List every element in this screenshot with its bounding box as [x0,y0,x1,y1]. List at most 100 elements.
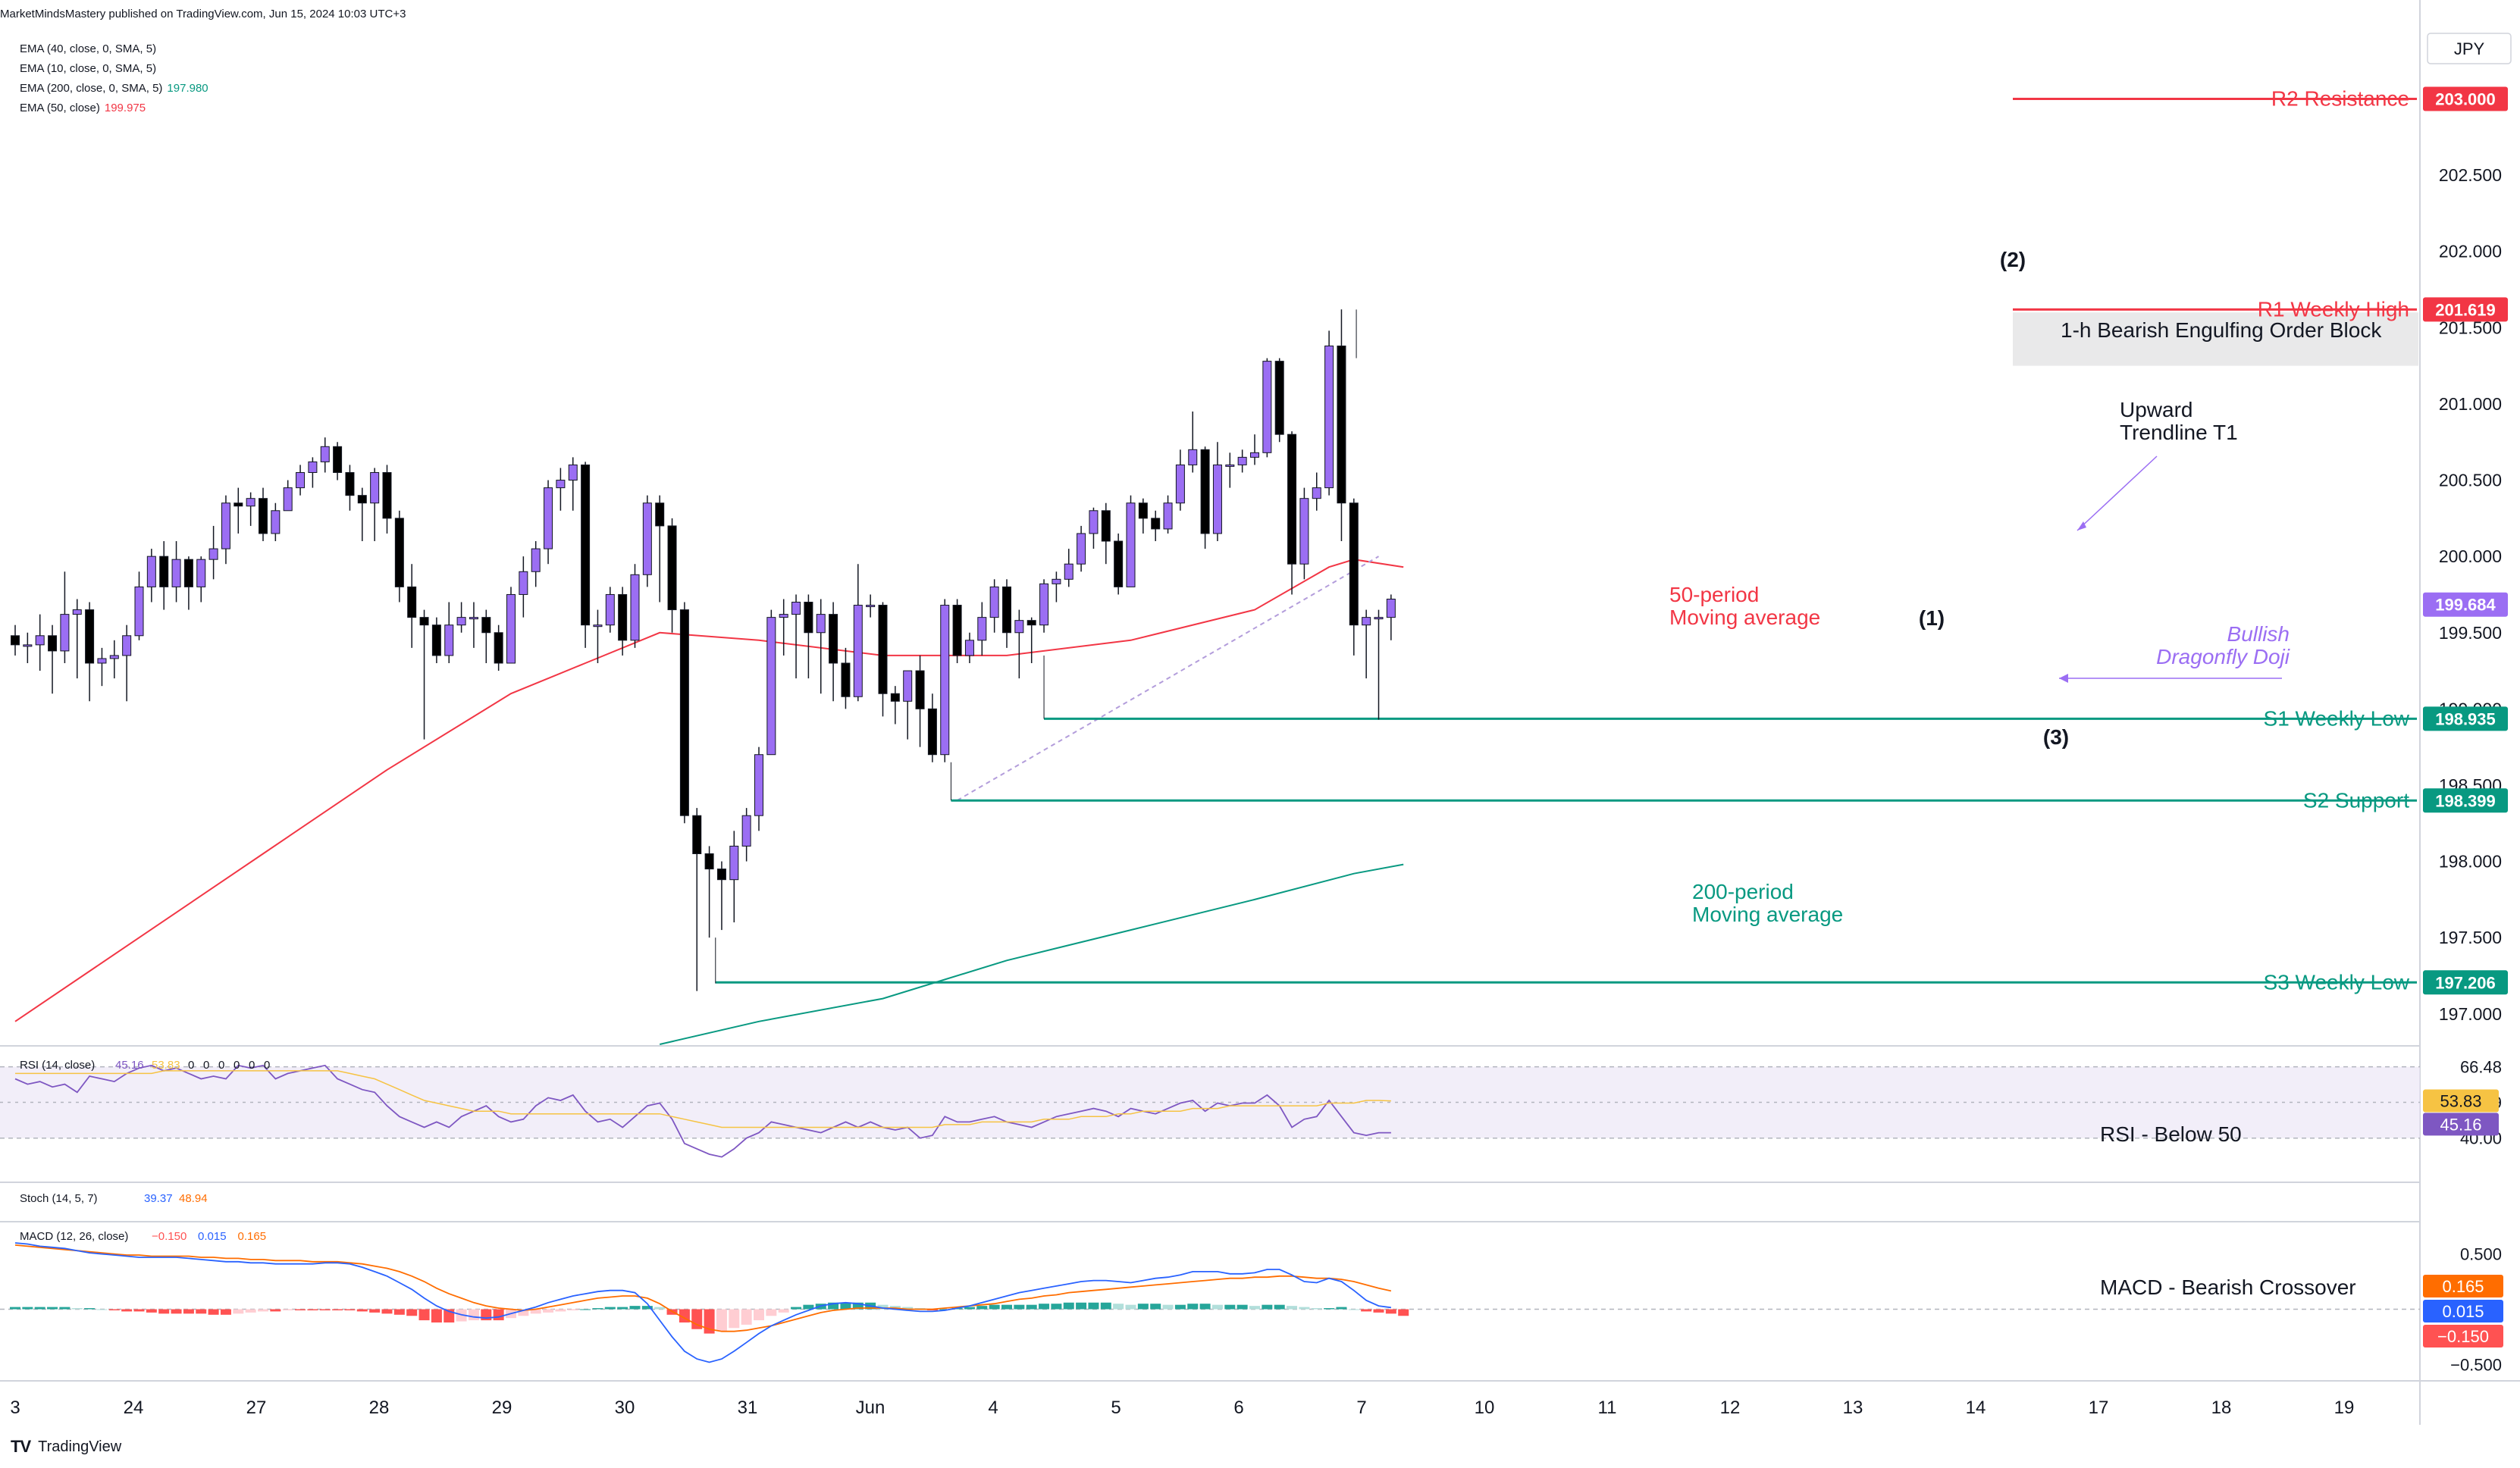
candle-body [618,593,628,641]
time-tick-label: Jun [856,1398,885,1418]
macd-histogram-bar [592,1308,603,1310]
macd-signal-line [14,1244,1392,1332]
macd-histogram-bar [1162,1304,1174,1310]
macd-histogram-bar [976,1306,988,1310]
time-tick-label: 19 [2334,1398,2355,1418]
macd-histogram-bar [22,1307,33,1310]
candle-body [456,617,466,626]
time-tick-label: 12 [1720,1398,1741,1418]
macd-histogram-bar [406,1309,418,1316]
candle-body [581,464,591,626]
macd-histogram-bar [431,1309,442,1322]
trendline-arrowhead [2077,521,2086,531]
level-price-badge [2423,706,2508,731]
macd-histogram-bar [1113,1304,1124,1310]
macd-histogram-bar [543,1309,554,1313]
candle-body [48,635,58,652]
macd-histogram-bar [1150,1304,1161,1310]
macd-legend-value: −0.150 [152,1230,186,1243]
rsi-tick-label: 66.48 [2460,1058,2502,1077]
macd-histogram-bar [964,1307,975,1310]
doji-arrowhead [2059,674,2068,683]
candle-body [23,644,33,647]
macd-histogram-bar [989,1304,1000,1310]
macd-histogram-bar [902,1307,914,1310]
macd-histogram-bar [10,1307,20,1310]
rsi-legend-value: 0 [203,1059,209,1072]
candle-body [1237,456,1247,465]
currency-box [2427,33,2512,64]
legend-ema-200-value: 197.980 [167,82,208,95]
macd-histogram-bar [778,1309,789,1313]
candle-body [679,609,689,816]
time-tick-label: 4 [988,1398,998,1418]
order-block-zone [2013,312,2418,366]
macd-tick-label: 0.500 [2460,1245,2502,1264]
candle-body [1287,434,1297,565]
candle-body [60,614,70,652]
macd-histogram-bar [1125,1304,1136,1310]
candle-body [419,617,429,626]
candle-body [1002,586,1011,634]
candle-body [35,635,45,646]
macd-histogram-bar [617,1307,628,1310]
time-tick-label: 6 [1233,1398,1243,1418]
candle-body [333,446,343,473]
candle-body [1274,361,1284,435]
candle-body [444,624,454,656]
candle-body [1138,502,1148,519]
candle-body [1101,510,1111,542]
macd-histogram-bar [791,1307,802,1310]
macd-histogram-bar [604,1307,616,1310]
candle-body [122,635,132,656]
legend-ema-200: EMA (200, close, 0, SMA, 5) 197.980 [20,82,208,95]
candle-body [1250,452,1259,458]
candle-body [1262,361,1272,453]
macd-histogram-bar [1174,1304,1186,1310]
macd-histogram-bar [840,1302,851,1310]
stoch-legend-title: Stoch (14, 5, 7) [20,1192,98,1205]
macd-histogram-bar [1361,1309,1372,1312]
time-tick-label: 3 [10,1398,20,1418]
candle-body [308,461,318,473]
candle-body [829,614,838,664]
candle-body [593,624,603,628]
level-label: S1 Weekly Low [2264,706,2410,730]
wave-label-3: (3) [2043,725,2069,749]
macd-histogram-bar [1088,1302,1099,1310]
time-tick-label: 28 [369,1398,390,1418]
macd-tick-label: −0.500 [2450,1355,2502,1374]
macd-histogram-bar [1336,1307,1347,1310]
price-tick-label: 197.000 [2439,1004,2502,1024]
rsi-ma-line [15,1070,1391,1128]
candle-body [72,609,82,615]
macd-histogram-bar [803,1304,814,1310]
upward-trendline [957,556,1380,801]
candle-body [531,548,541,572]
macd-histogram-bar [741,1309,752,1325]
trendline-label: Trendline T1 [2120,421,2238,444]
macd-histogram-bar [1236,1304,1248,1310]
candle-body [1052,578,1061,584]
level-price-label: 201.619 [2435,300,2496,319]
macd-histogram-bar [754,1309,764,1321]
candle-body [481,617,491,634]
price-tick-label: 202.500 [2439,165,2502,185]
macd-histogram-bar [245,1309,256,1313]
price-tick-label: 200.000 [2439,546,2502,566]
candle-body [97,658,107,664]
candle-body [1299,498,1309,565]
candle-body [853,605,863,697]
candle-body [469,617,478,620]
macd-histogram-bar [766,1309,777,1316]
macd-histogram-bar [121,1309,133,1312]
candle-body [1126,502,1136,587]
order-block-label: 1-h Bearish Engulfing Order Block [2061,318,2382,342]
level-price-label: 198.935 [2435,709,2496,728]
price-tick-label: 198.000 [2439,852,2502,872]
macd-legend-title: MACD (12, 26, close) [20,1230,128,1243]
currency-label: JPY [2454,39,2485,58]
macd-histogram-bar [1287,1306,1298,1310]
candle-body [1151,518,1161,530]
